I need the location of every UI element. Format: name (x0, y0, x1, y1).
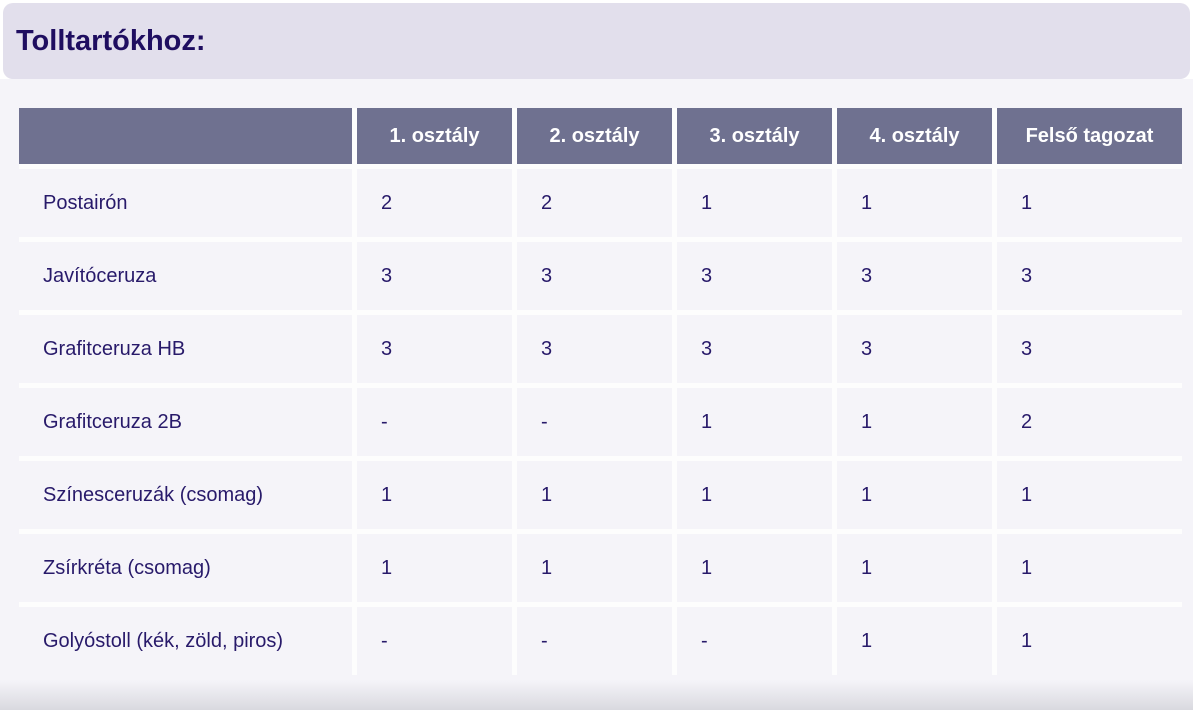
cell-value: 2 (517, 169, 672, 237)
title-band-outer: Tolltartókhoz: (0, 0, 1193, 79)
page-title: Tolltartókhoz: (16, 24, 206, 57)
row-label: Golyóstoll (kék, zöld, piros) (19, 607, 352, 675)
cell-value: 1 (357, 461, 512, 529)
cell-value: 1 (997, 461, 1182, 529)
bottom-fade (0, 680, 1193, 710)
row-label: Zsírkréta (csomag) (19, 534, 352, 602)
row-label: Színesceruzák (csomag) (19, 461, 352, 529)
cell-value: 1 (837, 607, 992, 675)
cell-value: 1 (997, 534, 1182, 602)
cell-value: 3 (997, 315, 1182, 383)
cell-value: 1 (997, 169, 1182, 237)
cell-value: - (517, 607, 672, 675)
cell-value: - (677, 607, 832, 675)
row-label: Javítóceruza (19, 242, 352, 310)
table-header-class-3: 3. osztály (677, 108, 832, 164)
cell-value: 1 (837, 461, 992, 529)
cell-value: 1 (837, 534, 992, 602)
table-header-class-1: 1. osztály (357, 108, 512, 164)
cell-value: 1 (997, 607, 1182, 675)
cell-value: 1 (677, 169, 832, 237)
cell-value: 1 (677, 388, 832, 456)
cell-value: 3 (357, 242, 512, 310)
cell-value: 1 (837, 388, 992, 456)
table-header-class-2: 2. osztály (517, 108, 672, 164)
table-header-upper-grades: Felső tagozat (997, 108, 1182, 164)
table-header-class-4: 4. osztály (837, 108, 992, 164)
table-header-empty (19, 108, 352, 164)
cell-value: 3 (517, 242, 672, 310)
row-label: Grafitceruza 2B (19, 388, 352, 456)
cell-value: 1 (357, 534, 512, 602)
cell-value: 3 (517, 315, 672, 383)
cell-value: 1 (517, 534, 672, 602)
cell-value: - (517, 388, 672, 456)
supplies-table: 1. osztály 2. osztály 3. osztály 4. oszt… (19, 108, 1182, 675)
row-label: Postairón (19, 169, 352, 237)
cell-value: 1 (677, 534, 832, 602)
row-label: Grafitceruza HB (19, 315, 352, 383)
cell-value: 2 (997, 388, 1182, 456)
cell-value: 1 (677, 461, 832, 529)
cell-value: 3 (677, 315, 832, 383)
cell-value: 1 (517, 461, 672, 529)
cell-value: 3 (837, 315, 992, 383)
cell-value: - (357, 607, 512, 675)
cell-value: 3 (677, 242, 832, 310)
cell-value: 3 (357, 315, 512, 383)
cell-value: 1 (837, 169, 992, 237)
cell-value: 2 (357, 169, 512, 237)
title-band: Tolltartókhoz: (3, 3, 1190, 79)
cell-value: - (357, 388, 512, 456)
cell-value: 3 (837, 242, 992, 310)
cell-value: 3 (997, 242, 1182, 310)
